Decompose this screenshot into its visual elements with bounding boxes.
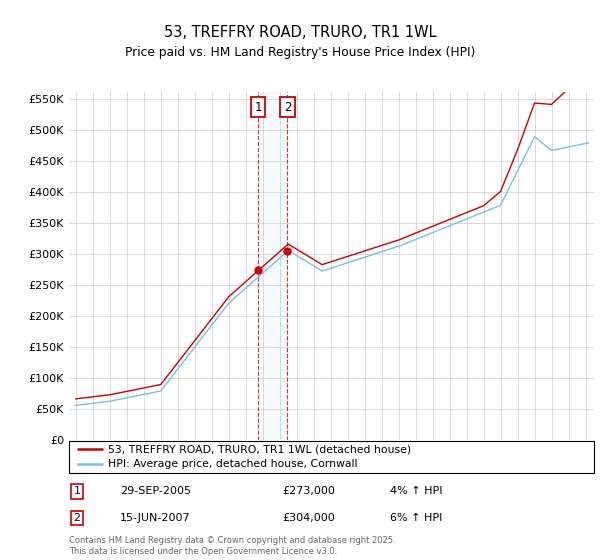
Text: 1: 1 — [73, 486, 80, 496]
Text: £273,000: £273,000 — [282, 486, 335, 496]
Text: 15-JUN-2007: 15-JUN-2007 — [120, 513, 191, 523]
Text: 2: 2 — [284, 101, 291, 114]
Text: 2: 2 — [73, 513, 80, 523]
Text: 29-SEP-2005: 29-SEP-2005 — [120, 486, 191, 496]
Text: Contains HM Land Registry data © Crown copyright and database right 2025.
This d: Contains HM Land Registry data © Crown c… — [69, 536, 395, 556]
Text: 53, TREFFRY ROAD, TRURO, TR1 1WL (detached house): 53, TREFFRY ROAD, TRURO, TR1 1WL (detach… — [109, 445, 412, 455]
Text: 4% ↑ HPI: 4% ↑ HPI — [390, 486, 443, 496]
FancyBboxPatch shape — [69, 441, 594, 473]
Text: 1: 1 — [254, 101, 262, 114]
Text: Price paid vs. HM Land Registry's House Price Index (HPI): Price paid vs. HM Land Registry's House … — [125, 46, 475, 59]
Bar — [259, 92, 287, 440]
Text: £304,000: £304,000 — [282, 513, 335, 523]
Text: HPI: Average price, detached house, Cornwall: HPI: Average price, detached house, Corn… — [109, 459, 358, 469]
Text: 6% ↑ HPI: 6% ↑ HPI — [390, 513, 442, 523]
Text: 53, TREFFRY ROAD, TRURO, TR1 1WL: 53, TREFFRY ROAD, TRURO, TR1 1WL — [164, 25, 436, 40]
